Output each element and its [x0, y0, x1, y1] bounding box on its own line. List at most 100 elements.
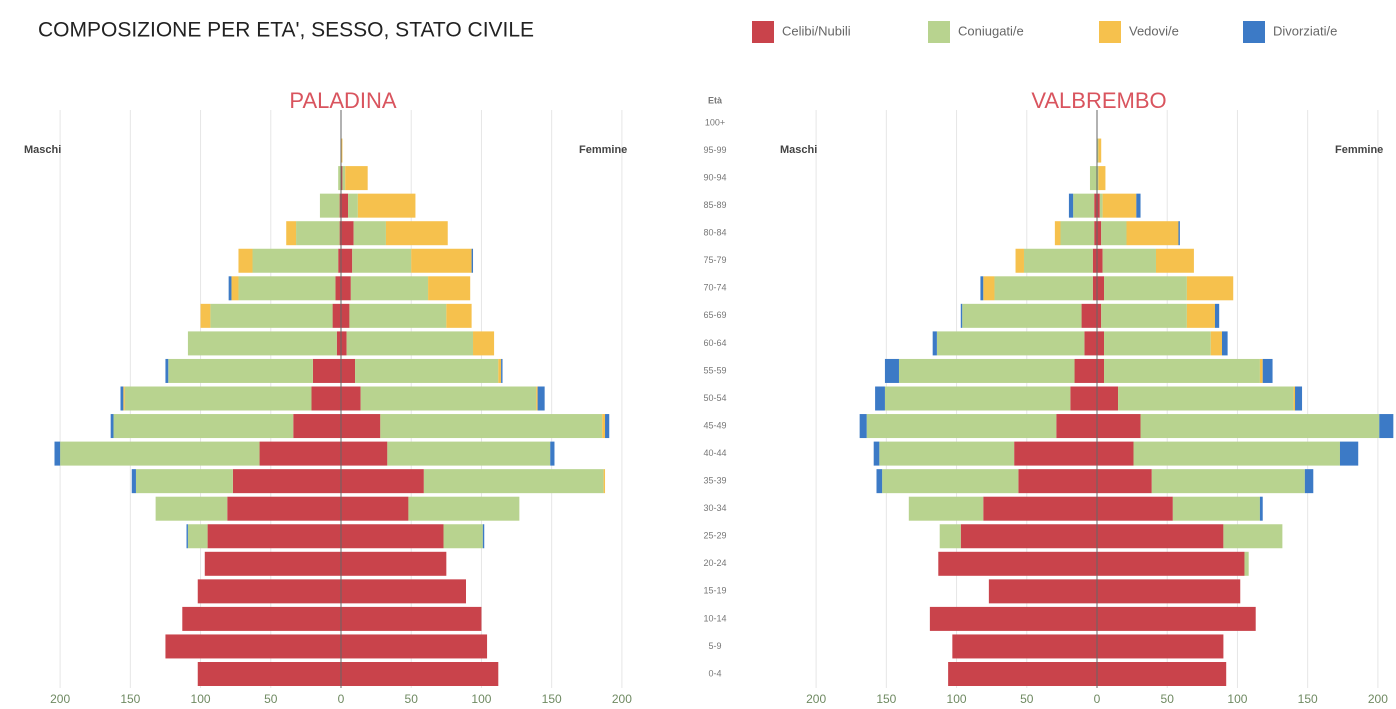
age-label: 30-34: [703, 503, 726, 513]
bar-segment: [259, 441, 341, 466]
bar-segment: [54, 441, 61, 466]
bar-segment: [1304, 469, 1314, 494]
bar-segment: [1244, 551, 1249, 576]
bar-segment: [1104, 331, 1211, 356]
bar-segment: [1099, 193, 1103, 218]
bar-segment: [443, 524, 483, 549]
bar-segment: [341, 303, 350, 328]
x-tick-label: 200: [1368, 692, 1388, 706]
bar-segment: [227, 496, 341, 521]
bar-segment: [1094, 193, 1097, 218]
bar-segment: [948, 662, 1097, 686]
bar-segment: [387, 441, 551, 466]
bar-segment: [1056, 414, 1097, 439]
legend-swatch: [752, 21, 774, 43]
bar-segment: [341, 138, 343, 163]
bar-segment: [1097, 441, 1134, 466]
bar-segment: [1097, 138, 1099, 163]
bar-segment: [1097, 469, 1152, 494]
bar-segment: [1136, 193, 1141, 218]
bar-segment: [338, 166, 341, 191]
bar-segment: [960, 524, 1097, 549]
bar-segment: [1151, 469, 1305, 494]
bar-segment: [341, 331, 347, 356]
bar-segment: [349, 303, 447, 328]
bar-segment: [207, 524, 341, 549]
bar-segment: [1155, 248, 1194, 273]
bar-segment: [1221, 331, 1228, 356]
chart-title: VALBREMBO: [1031, 88, 1166, 113]
bar-segment: [1014, 441, 1097, 466]
x-tick-label: 200: [612, 692, 632, 706]
bar-segment: [1126, 221, 1179, 246]
bar-segment: [341, 386, 361, 411]
age-label: 25-29: [703, 531, 726, 541]
bar-segment: [341, 634, 488, 659]
bar-segment: [1054, 221, 1061, 246]
bar-segment: [1097, 248, 1103, 273]
bar-segment: [252, 248, 339, 273]
age-label: 100+: [705, 117, 725, 127]
bar-segment: [341, 606, 482, 631]
bar-segment: [332, 303, 341, 328]
bar-segment: [1210, 331, 1222, 356]
bar-segment: [1097, 358, 1105, 383]
bar-segment: [341, 524, 444, 549]
bar-segment: [876, 469, 883, 494]
x-tick-label: 100: [947, 692, 967, 706]
bar-segment: [341, 414, 381, 439]
x-tick-label: 100: [191, 692, 211, 706]
bar-segment: [123, 386, 125, 411]
bar-segment: [1097, 496, 1173, 521]
bar-segment: [908, 496, 984, 521]
bar-segment: [1073, 193, 1095, 218]
bar-segment: [1178, 221, 1180, 246]
bar-segment: [411, 248, 472, 273]
bar-segment: [1140, 414, 1380, 439]
age-label: 20-24: [703, 558, 726, 568]
bar-segment: [1104, 276, 1187, 301]
bar-segment: [346, 331, 474, 356]
bar-segment: [875, 386, 885, 411]
bar-segment: [341, 579, 466, 604]
bar-segment: [286, 221, 297, 246]
bar-segment: [939, 524, 961, 549]
bar-segment: [498, 358, 502, 383]
bar-segment: [341, 358, 356, 383]
x-tick-label: 0: [1094, 692, 1101, 706]
bar-segment: [197, 662, 341, 686]
bar-segment: [550, 441, 555, 466]
bar-segment: [1098, 166, 1106, 191]
bar-segment: [355, 358, 499, 383]
x-tick-label: 200: [806, 692, 826, 706]
bar-segment: [341, 469, 424, 494]
age-label: 50-54: [703, 393, 726, 403]
bar-segment: [231, 276, 239, 301]
bar-segment: [1015, 248, 1024, 273]
legend-swatch: [928, 21, 950, 43]
bar-segment: [1259, 496, 1263, 521]
x-tick-label: 150: [542, 692, 562, 706]
bar-segment: [536, 386, 538, 411]
bar-segment: [341, 496, 409, 521]
bar-segment: [994, 276, 1093, 301]
bar-segment: [983, 276, 995, 301]
legend-label: Coniugati/e: [958, 23, 1024, 38]
bar-segment: [423, 469, 604, 494]
bar-segment: [1018, 469, 1097, 494]
bar-segment: [1097, 579, 1241, 604]
bar-segment: [603, 469, 606, 494]
bar-segment: [341, 248, 353, 273]
bar-segment: [1262, 358, 1273, 383]
bar-segment: [380, 414, 603, 439]
bar-segment: [1186, 276, 1234, 301]
bar-segment: [319, 193, 340, 218]
bar-segment: [197, 579, 341, 604]
left-label: Maschi: [780, 144, 817, 156]
legend-label: Vedovi/e: [1129, 23, 1179, 38]
bar-segment: [1097, 662, 1227, 686]
bar-segment: [1104, 358, 1260, 383]
bar-segment: [341, 441, 388, 466]
bar-segment: [929, 606, 1097, 631]
